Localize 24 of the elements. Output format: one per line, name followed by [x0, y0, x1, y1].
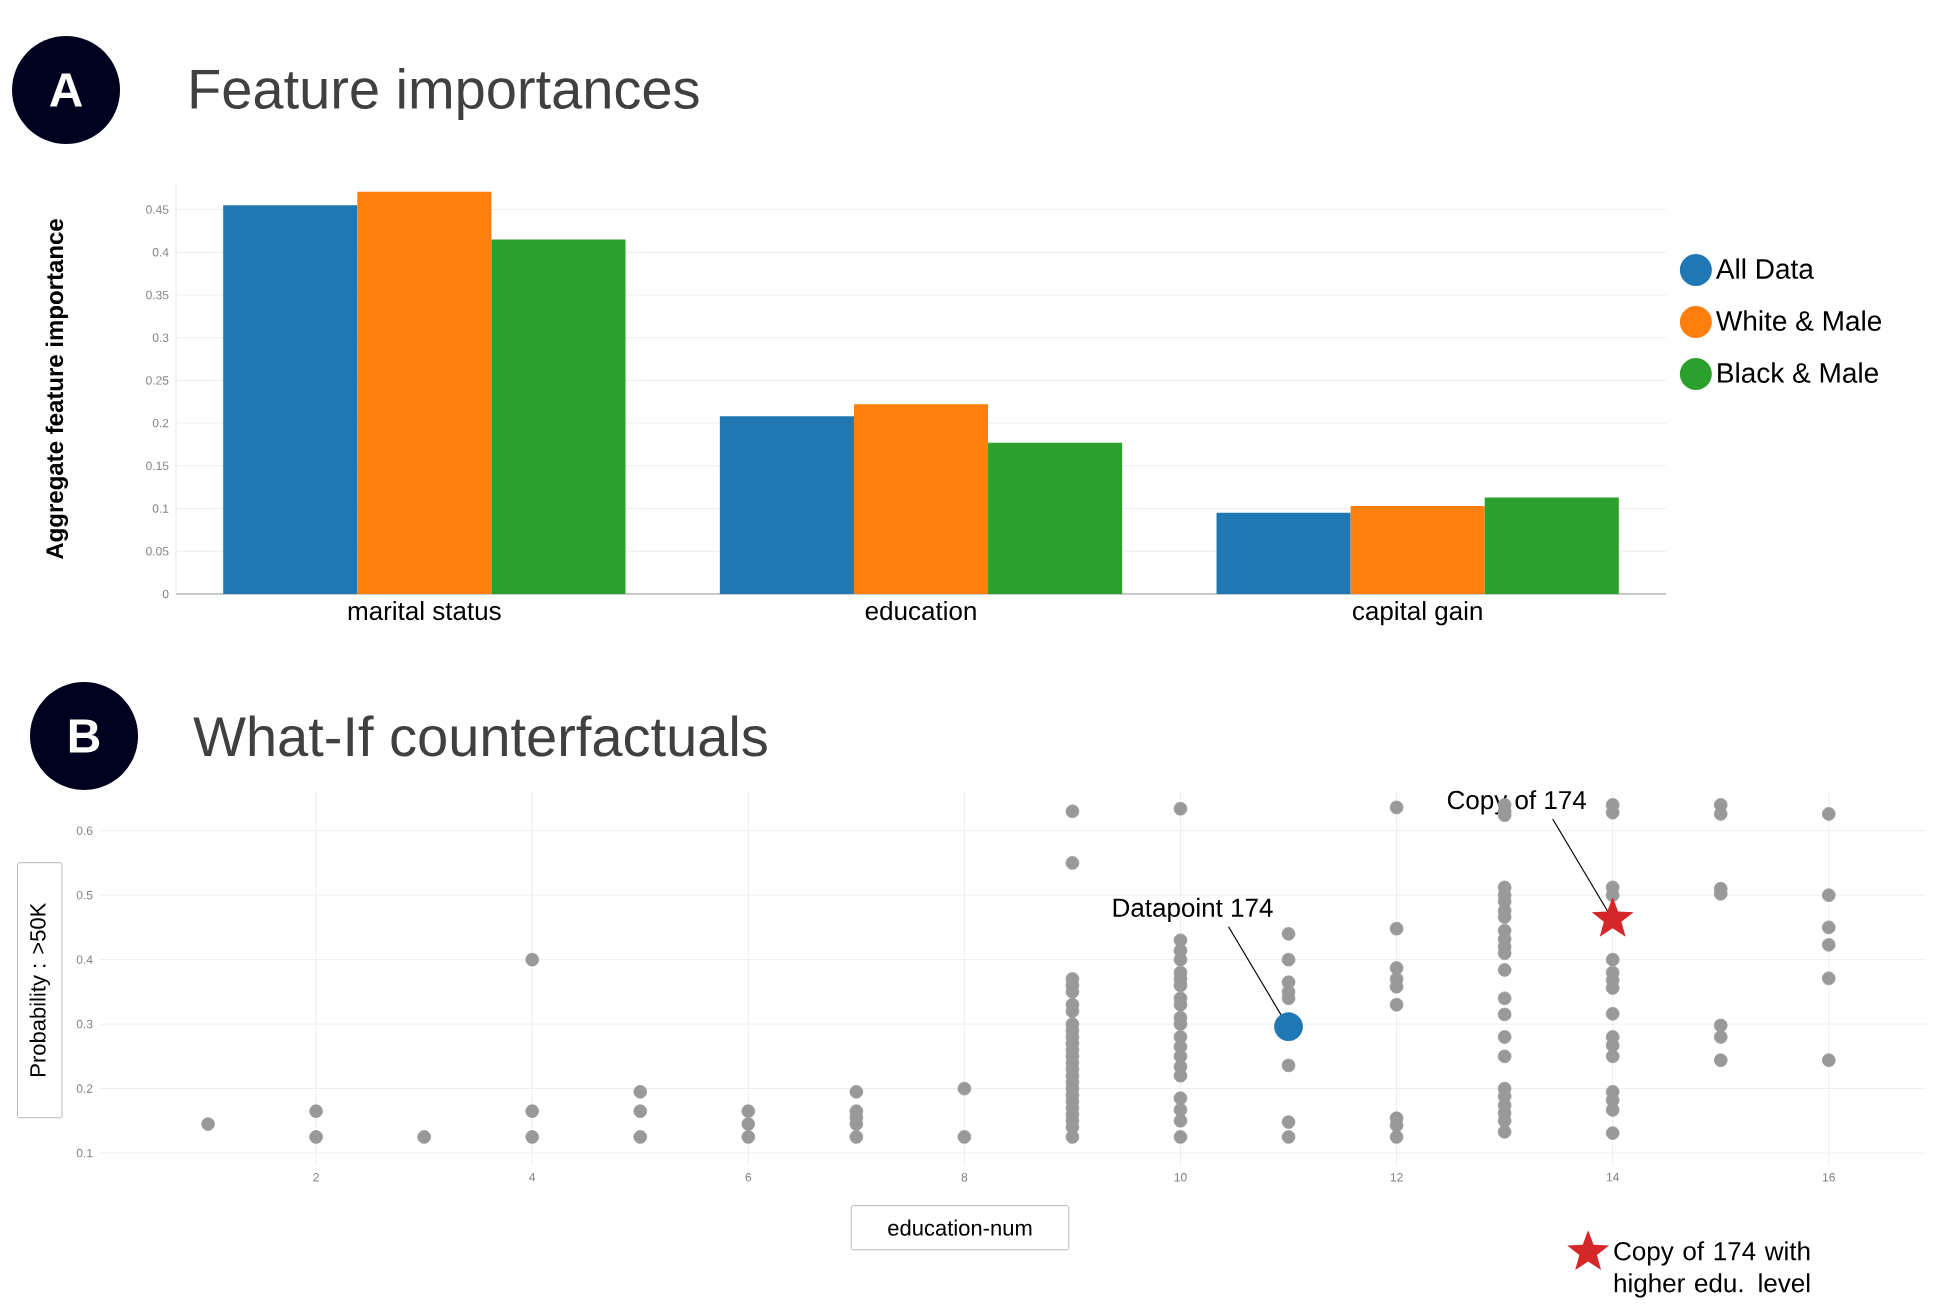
bar [491, 239, 626, 594]
y-axis-title: Aggregate feature importance [45, 219, 69, 560]
text: A [49, 73, 83, 107]
bar [1484, 497, 1619, 594]
legend-label: Copy of 174 with higher edu. level [1614, 1241, 1810, 1298]
bar [1216, 512, 1351, 594]
bar [988, 442, 1123, 594]
bar [1350, 506, 1485, 594]
annotation: Datapoint 174 [1113, 897, 1273, 923]
x-tick-label: capital gain [1353, 601, 1482, 626]
y-axis-title: Probability : >50K [29, 902, 50, 1076]
legend-label: White & Male [1715, 310, 1882, 331]
legend-label: All Data [1715, 258, 1814, 279]
x-tick-label: education [865, 601, 976, 621]
chart-title: Feature importances [191, 67, 699, 121]
bar [223, 205, 358, 594]
x-tick-label: marital status [348, 601, 501, 621]
chart-title: What-If counterfactuals [193, 715, 767, 757]
text: B [69, 719, 100, 753]
bar [853, 404, 989, 594]
x-axis-title: education-num [888, 1219, 1032, 1236]
legend-label: Black & Male [1718, 362, 1878, 383]
bar [719, 416, 854, 594]
bar [357, 191, 492, 594]
